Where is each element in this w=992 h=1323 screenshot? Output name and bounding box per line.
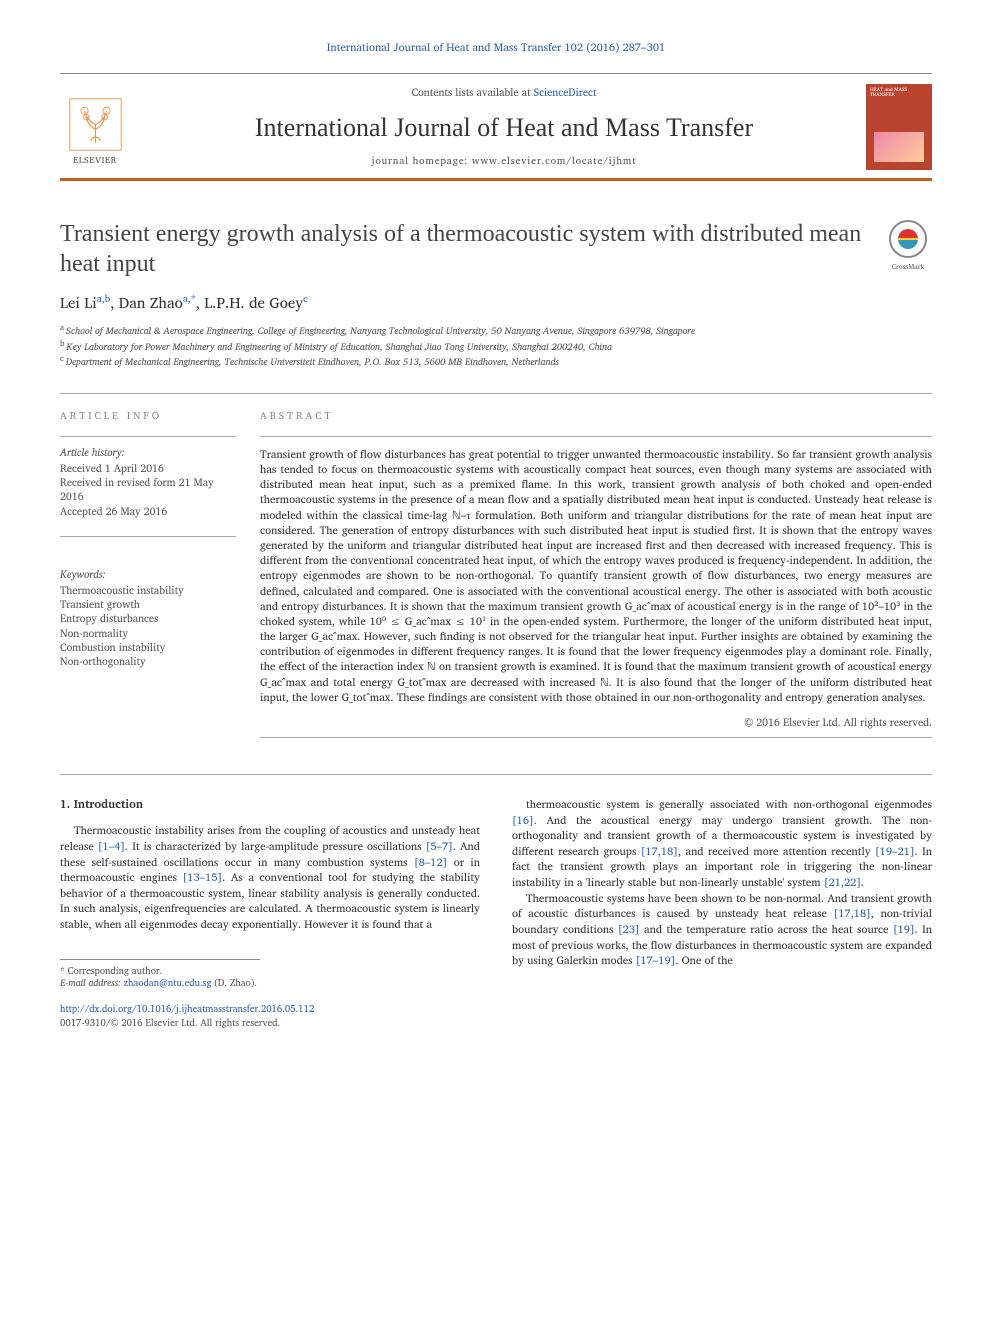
crossmark-badge[interactable]: CrossMark <box>884 219 932 273</box>
article-info-sidebar: ARTICLE INFO Article history: Received 1… <box>60 410 260 738</box>
body-columns: 1. Introduction Thermoacoustic instabili… <box>60 774 932 1030</box>
affiliations: aSchool of Mechanical & Aerospace Engine… <box>60 323 932 369</box>
history-line: Accepted 26 May 2016 <box>60 504 236 518</box>
affiliation-line: aSchool of Mechanical & Aerospace Engine… <box>60 323 932 338</box>
doi-block: http://dx.doi.org/10.1016/j.ijheatmasstr… <box>60 1003 480 1030</box>
publisher-logo[interactable]: ELSEVIER <box>60 88 130 166</box>
masthead: ELSEVIER Contents lists available at Sci… <box>60 73 932 181</box>
contents-prefix: Contents lists available at <box>412 83 534 101</box>
abstract-copyright: © 2016 Elsevier Ltd. All rights reserved… <box>260 715 932 729</box>
affiliation-line: bKey Laboratory for Power Machinery and … <box>60 339 932 354</box>
column-left: 1. Introduction Thermoacoustic instabili… <box>60 797 480 1030</box>
column-right: thermoacoustic system is generally assoc… <box>512 797 932 1030</box>
crossmark-icon <box>888 219 928 259</box>
issn-copyright: 0017-9310/© 2016 Elsevier Ltd. All right… <box>60 1017 480 1030</box>
journal-homepage: journal homepage: www.elsevier.com/locat… <box>142 155 866 169</box>
journal-reference: International Journal of Heat and Mass T… <box>60 40 932 55</box>
publisher-name: ELSEVIER <box>73 154 117 166</box>
keyword-item: Non-orthogonality <box>60 654 236 668</box>
abstract-block: ABSTRACT Transient growth of flow distur… <box>260 410 932 738</box>
intro-para-1: Thermoacoustic instability arises from t… <box>60 823 480 932</box>
affiliation-line: cDepartment of Mechanical Engineering, T… <box>60 354 932 369</box>
sciencedirect-link[interactable]: ScienceDirect <box>534 83 597 101</box>
email-label: E-mail address: <box>60 976 121 991</box>
article-info-label: ARTICLE INFO <box>60 410 236 424</box>
contents-available: Contents lists available at ScienceDirec… <box>142 85 866 99</box>
intro-para-3: Thermoacoustic systems have been shown t… <box>512 891 932 969</box>
abstract-label: ABSTRACT <box>260 410 932 424</box>
journal-cover-thumb: HEAT and MASS TRANSFER <box>866 84 932 170</box>
homepage-url[interactable]: www.elsevier.com/locate/ijhmt <box>472 153 637 169</box>
author-email-link[interactable]: zhaodan@ntu.edu.sg <box>124 976 212 991</box>
section-heading-intro: 1. Introduction <box>60 797 480 813</box>
abstract-text: Transient growth of flow disturbances ha… <box>260 447 932 705</box>
corresponding-footnote: * Corresponding author. E-mail address: … <box>60 966 480 992</box>
masthead-center: Contents lists available at ScienceDirec… <box>142 85 866 168</box>
history-line: Received in revised form 21 May 2016 <box>60 475 236 503</box>
intro-para-2: thermoacoustic system is generally assoc… <box>512 797 932 891</box>
elsevier-tree-icon <box>68 97 123 152</box>
article-title: Transient energy growth analysis of a th… <box>60 219 864 279</box>
keywords-heading: Keywords: <box>60 567 236 581</box>
email-suffix: (D. Zhao). <box>214 976 257 991</box>
author-list: Lei Lia,b, Dan Zhaoa,*, L.P.H. de Goeyc <box>60 293 932 313</box>
journal-name: International Journal of Heat and Mass T… <box>142 110 866 145</box>
homepage-prefix: journal homepage: <box>372 153 472 169</box>
crossmark-label: CrossMark <box>884 263 932 272</box>
history-heading: Article history: <box>60 445 236 459</box>
cover-text: HEAT and MASS TRANSFER <box>870 88 928 99</box>
